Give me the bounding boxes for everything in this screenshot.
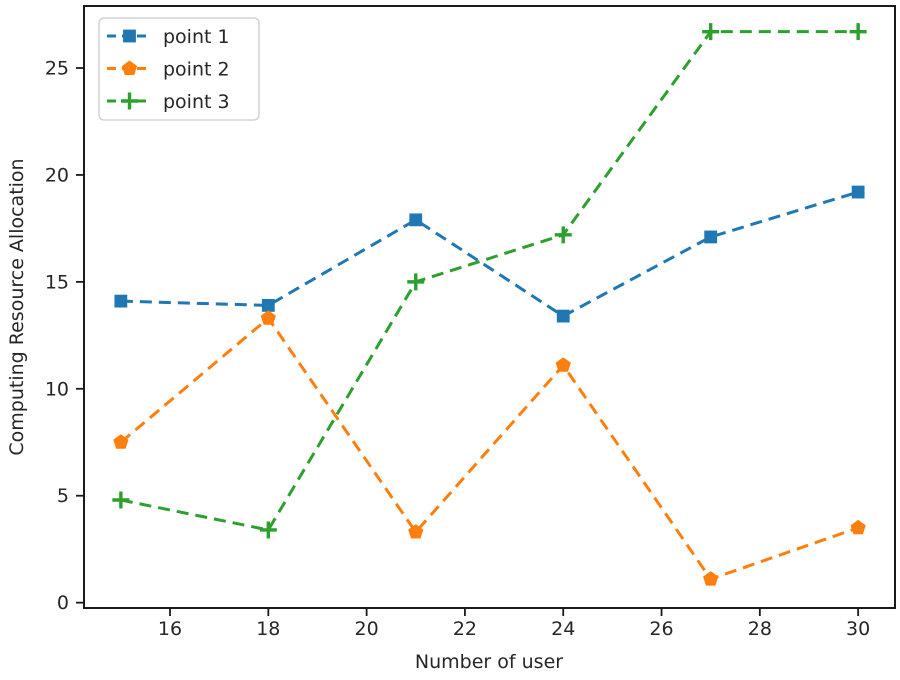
- data-point-point-2: [408, 524, 424, 539]
- legend-label: point 1: [163, 26, 230, 48]
- y-tick-label: 10: [45, 378, 69, 400]
- series-line-point-3: [120, 30, 859, 532]
- legend-marker-square: [123, 29, 136, 43]
- x-axis-label: Number of user: [415, 651, 563, 673]
- data-point-point-3: [554, 226, 572, 244]
- y-axis-label: Computing Resource Allocation: [6, 158, 28, 455]
- plot-area: 16 18 20 22 24 26 28 30 0 5 10 15 20 25: [45, 5, 896, 640]
- data-point-point-3: [407, 273, 425, 291]
- data-point-point-1: [409, 213, 423, 227]
- data-point-point-2: [850, 519, 866, 535]
- legend-marker-plus: [121, 92, 138, 110]
- y-tick-label: 20: [45, 164, 69, 186]
- data-point-point-1: [114, 294, 128, 308]
- data-point-point-1: [556, 309, 570, 323]
- x-tick-label: 22: [453, 618, 477, 640]
- data-point-point-1: [704, 230, 718, 244]
- data-point-point-2: [555, 357, 571, 372]
- x-tick-label: 18: [256, 618, 280, 640]
- legend-label: point 3: [163, 91, 230, 113]
- axes-frame: [83, 5, 896, 609]
- legend-item-point-3: point 3: [107, 91, 230, 113]
- legend: point 1 point 2 point 3: [98, 17, 260, 121]
- y-tick-label: 25: [45, 58, 69, 80]
- y-tick-label: 5: [57, 485, 69, 507]
- data-point-point-3: [112, 491, 130, 509]
- legend-item-point-2: point 2: [107, 59, 230, 81]
- data-point-point-2: [703, 571, 719, 586]
- series-line-point-2: [119, 316, 859, 581]
- data-point-point-1: [851, 185, 865, 199]
- legend-label: point 2: [163, 59, 230, 81]
- y-tick-label: 0: [57, 592, 69, 614]
- y-tick-label: 15: [45, 271, 69, 293]
- data-point-point-1: [261, 298, 275, 312]
- x-tick-label: 28: [748, 618, 772, 640]
- data-point-point-3: [849, 23, 867, 41]
- data-point-point-3: [702, 23, 720, 41]
- legend-box: [98, 17, 260, 121]
- x-tick-label: 24: [551, 618, 575, 640]
- x-tick-label: 16: [158, 618, 182, 640]
- series-line-point-1: [120, 190, 859, 318]
- x-tick-label: 26: [649, 618, 673, 640]
- legend-marker-pentagon: [121, 60, 138, 75]
- data-point-point-2: [260, 310, 276, 325]
- legend-item-point-1: point 1: [107, 26, 230, 48]
- x-tick-label: 20: [355, 618, 379, 640]
- data-point-point-2: [113, 434, 129, 449]
- x-tick-label: 30: [846, 618, 870, 640]
- data-point-point-3: [259, 521, 277, 539]
